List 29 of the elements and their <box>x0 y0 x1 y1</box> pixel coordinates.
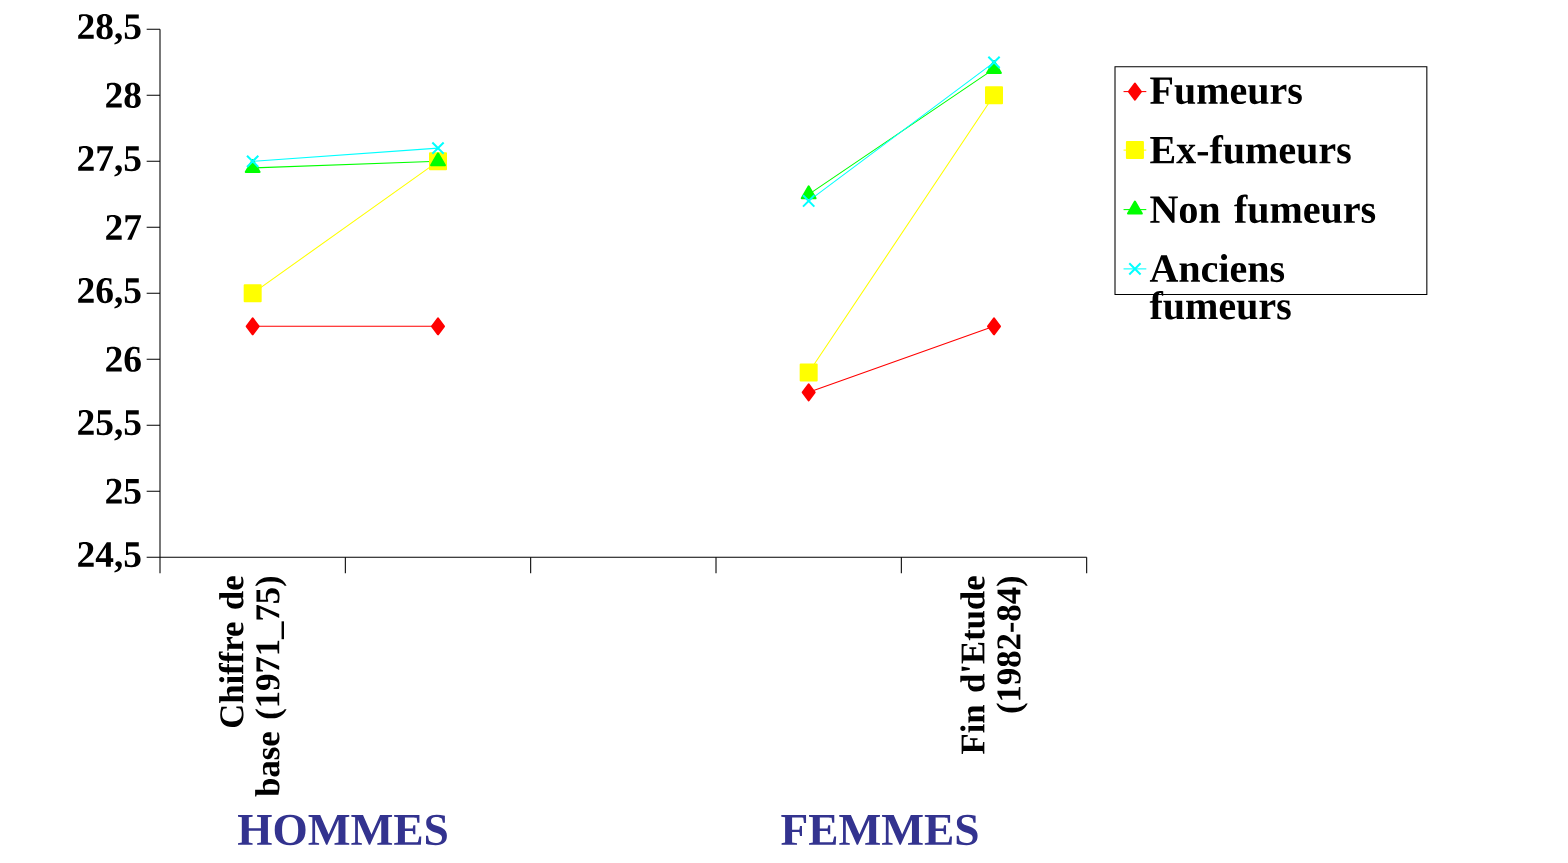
y-tick-label: 26 <box>106 346 141 373</box>
x-tick-label: Chiffre de base (1971_75) <box>218 576 287 797</box>
point <box>246 154 260 169</box>
legend-label: Anciens fumeurs <box>1149 254 1291 320</box>
x-tick-label: Fin d'Etude (1982-84) <box>960 576 1028 755</box>
point <box>801 383 816 402</box>
y-tick-label: 25 <box>106 478 141 505</box>
point <box>243 284 262 303</box>
point <box>799 363 818 382</box>
point <box>985 86 1004 105</box>
point <box>431 141 445 155</box>
text: HOMMES <box>238 814 447 846</box>
y-tick-label: 28 <box>106 82 141 109</box>
legend-label: Fumeurs <box>1150 77 1302 105</box>
y-tick-label: 27,5 <box>78 146 141 177</box>
y-tick-label: 24,5 <box>78 542 141 573</box>
point <box>987 55 1001 70</box>
legend-label: Ex-fumeurs <box>1150 135 1351 164</box>
point <box>430 152 446 167</box>
point <box>245 317 260 336</box>
legend-label: Non fumeurs <box>1150 194 1376 224</box>
point <box>987 317 1002 336</box>
point <box>802 194 816 208</box>
point <box>431 317 445 336</box>
y-tick-label: 28,5 <box>78 14 141 45</box>
y-tick-label: 26,5 <box>78 278 141 309</box>
text: FEMMES <box>781 814 978 846</box>
y-tick-label: 27 <box>106 215 142 240</box>
y-tick-label: 25,5 <box>78 410 141 441</box>
